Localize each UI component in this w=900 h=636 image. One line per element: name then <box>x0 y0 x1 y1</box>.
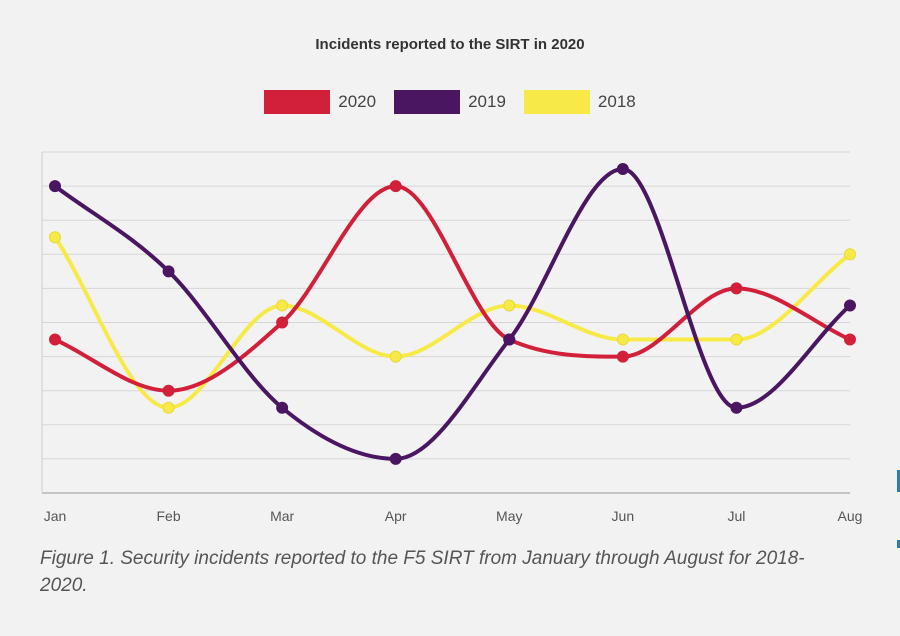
data-point-2018-jun <box>616 333 629 346</box>
legend-label-2018: 2018 <box>597 92 636 111</box>
series-line-2019 <box>53 167 852 461</box>
data-point-2019-apr <box>389 452 402 465</box>
data-point-2019-aug <box>843 299 856 312</box>
data-point-2020-mar <box>276 316 289 329</box>
data-point-2018-mar <box>276 299 289 312</box>
x-tick-label-jan: Jan <box>44 508 67 524</box>
x-tick-label-aug: Aug <box>838 508 863 524</box>
data-point-2019-mar <box>276 401 289 414</box>
x-tick-label-mar: Mar <box>270 508 294 524</box>
data-point-2020-jan <box>49 333 61 346</box>
legend-swatch-2019 <box>394 90 461 114</box>
legend-swatch-2018 <box>523 90 590 114</box>
legend: 2020 2019 2018 <box>0 90 900 114</box>
legend-label-2019: 2019 <box>468 92 506 111</box>
figure-caption: Figure 1. Security incidents reported to… <box>40 548 805 596</box>
data-point-2019-jan <box>49 180 61 193</box>
data-point-2019-feb <box>162 265 175 278</box>
edge-marker-top <box>897 470 900 492</box>
line-chart: Jan Feb Mar Apr May Jun Jul Aug <box>41 151 863 524</box>
data-point-2018-jul <box>730 333 743 346</box>
data-point-2018-apr <box>389 350 402 363</box>
data-point-2018-aug <box>843 248 856 261</box>
x-tick-label-feb: Feb <box>157 508 181 524</box>
data-point-2018-feb <box>162 401 175 414</box>
legend-item-2019[interactable]: 2019 <box>394 90 506 114</box>
legend-label-2020: 2020 <box>338 92 377 111</box>
legend-item-2018[interactable]: 2018 <box>523 90 636 114</box>
data-point-2019-jul <box>730 401 743 414</box>
legend-item-2020[interactable]: 2020 <box>264 90 376 114</box>
data-point-2020-aug <box>843 333 856 346</box>
x-tick-label-apr: Apr <box>385 508 407 524</box>
x-tick-label-may: May <box>496 508 522 524</box>
x-tick-label-jun: Jun <box>612 508 635 524</box>
data-point-2018-may <box>503 299 516 312</box>
x-tick-label-jul: Jul <box>727 508 745 524</box>
legend-swatch-2020 <box>264 90 331 114</box>
data-point-2020-apr <box>389 180 402 193</box>
series-line-2020 <box>53 184 852 393</box>
data-point-2018-jan <box>49 231 61 244</box>
data-point-2020-jun <box>616 350 629 363</box>
data-point-2020-jul <box>730 282 743 295</box>
edge-marker-bottom <box>897 540 900 548</box>
data-point-2019-jun <box>616 163 629 176</box>
data-point-2020-feb <box>162 384 175 397</box>
data-point-2019-may <box>503 333 516 346</box>
chart-title: Incidents reported to the SIRT in 2020 <box>315 36 585 53</box>
